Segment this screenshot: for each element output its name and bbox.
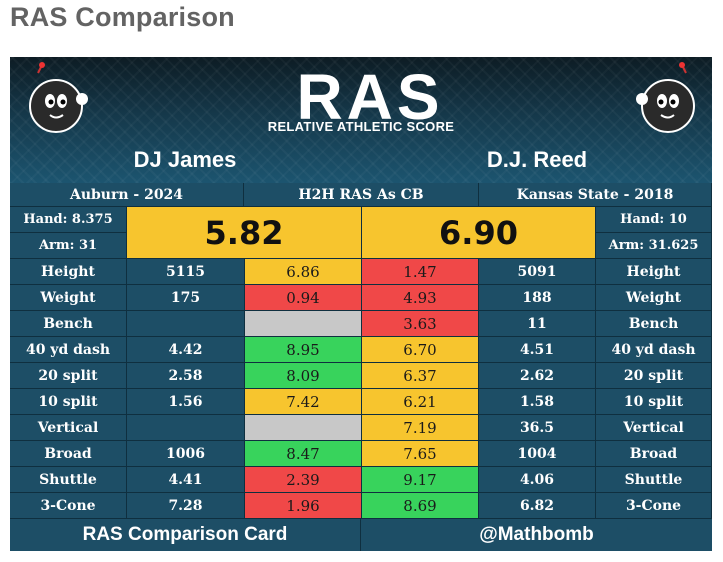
stat-row: Bench 3.63 11 Bench [10,311,712,337]
right-stat-label: Weight [596,285,712,311]
right-score-cell: 7.65 [362,441,479,467]
left-score-cell: 1.96 [245,493,362,519]
left-ras-score: 5.82 [127,207,362,259]
left-raw-value: 5115 [127,259,245,285]
stat-row: 10 split 1.56 7.42 6.21 1.58 10 split [10,389,712,415]
left-score-cell: 2.39 [245,467,362,493]
left-score-cell: 6.86 [245,259,362,285]
right-raw-value: 4.51 [479,337,596,363]
logo-subtitle: RELATIVE ATHLETIC SCORE [267,119,455,134]
right-player-name: D.J. Reed [486,147,588,172]
left-stat-label: Shuttle [10,467,127,493]
school-row: Auburn - 2024 H2H RAS As CB Kansas State… [10,183,712,207]
score-row: Hand: 8.375 Arm: 31 5.82 6.90 Hand: 10 A… [10,207,712,259]
right-stat-label: Broad [596,441,712,467]
left-stat-label: Weight [10,285,127,311]
right-stat-label: 3-Cone [596,493,712,519]
right-raw-value: 1.58 [479,389,596,415]
right-score-cell: 4.93 [362,285,479,311]
bomb-mascot-icon [636,62,695,133]
right-raw-value: 6.82 [479,493,596,519]
left-raw-value: 4.42 [127,337,245,363]
right-score-cell: 6.37 [362,363,479,389]
left-raw-value: 1.56 [127,389,245,415]
left-stat-label: 40 yd dash [10,337,127,363]
left-score-cell [245,415,362,441]
right-stat-label: Vertical [596,415,712,441]
right-ras-score: 6.90 [362,207,596,259]
left-raw-value: 7.28 [127,493,245,519]
left-stat-label: 20 split [10,363,127,389]
left-raw-value: 4.41 [127,467,245,493]
right-raw-value: 36.5 [479,415,596,441]
right-score-cell: 9.17 [362,467,479,493]
left-stat-label: Vertical [10,415,127,441]
right-stat-label: 40 yd dash [596,337,712,363]
left-score-cell: 0.94 [245,285,362,311]
left-stat-label: Height [10,259,127,285]
card-header: RAS RELATIVE ATHLETIC SCORE DJ James D.J… [10,57,712,184]
left-player-name: DJ James [133,147,237,172]
right-stat-label: Shuttle [596,467,712,493]
left-raw-value: 175 [127,285,245,311]
right-score-cell: 6.70 [362,337,479,363]
left-score-cell: 8.47 [245,441,362,467]
left-arm: Arm: 31 [10,233,127,259]
right-raw-value: 2.62 [479,363,596,389]
right-stat-label: Bench [596,311,712,337]
page-title: RAS Comparison [10,2,235,32]
right-hand: Hand: 10 [596,207,712,233]
left-score-cell: 8.95 [245,337,362,363]
right-raw-value: 188 [479,285,596,311]
left-stat-label: 10 split [10,389,127,415]
right-score-cell: 7.19 [362,415,479,441]
right-raw-value: 5091 [479,259,596,285]
right-score-cell: 8.69 [362,493,479,519]
stat-row: Shuttle 4.41 2.39 9.17 4.06 Shuttle [10,467,712,493]
left-stat-label: Bench [10,311,127,337]
ras-comparison-card: RAS RELATIVE ATHLETIC SCORE DJ James D.J… [10,57,712,551]
left-score-cell: 8.09 [245,363,362,389]
left-score-cell: 7.42 [245,389,362,415]
stat-row: 40 yd dash 4.42 8.95 6.70 4.51 40 yd dash [10,337,712,363]
left-raw-value: 2.58 [127,363,245,389]
left-raw-value: 1006 [127,441,245,467]
stat-row: Vertical 7.19 36.5 Vertical [10,415,712,441]
footer-right: @Mathbomb [361,519,712,551]
right-score-cell: 6.21 [362,389,479,415]
right-raw-value: 11 [479,311,596,337]
right-school: Kansas State - 2018 [479,183,712,207]
left-hand: Hand: 8.375 [10,207,127,233]
left-stat-label: 3-Cone [10,493,127,519]
bomb-mascot-icon [29,62,88,133]
stat-row: 20 split 2.58 8.09 6.37 2.62 20 split [10,363,712,389]
left-score-cell [245,311,362,337]
right-stat-label: 20 split [596,363,712,389]
ras-logo: RAS [296,63,443,127]
stat-row: Height 5115 6.86 1.47 5091 Height [10,259,712,285]
left-raw-value [127,311,245,337]
footer-left: RAS Comparison Card [10,519,361,551]
left-raw-value [127,415,245,441]
right-raw-value: 4.06 [479,467,596,493]
center-header: H2H RAS As CB [244,183,479,207]
left-stat-label: Broad [10,441,127,467]
right-arm: Arm: 31.625 [596,233,712,259]
right-stat-label: Height [596,259,712,285]
ras-logo-text: RAS [296,63,443,127]
left-school: Auburn - 2024 [10,183,244,207]
right-raw-value: 1004 [479,441,596,467]
right-score-cell: 3.63 [362,311,479,337]
stat-row: Broad 1006 8.47 7.65 1004 Broad [10,441,712,467]
stat-row: Weight 175 0.94 4.93 188 Weight [10,285,712,311]
stat-row: 3-Cone 7.28 1.96 8.69 6.82 3-Cone [10,493,712,519]
right-stat-label: 10 split [596,389,712,415]
right-score-cell: 1.47 [362,259,479,285]
